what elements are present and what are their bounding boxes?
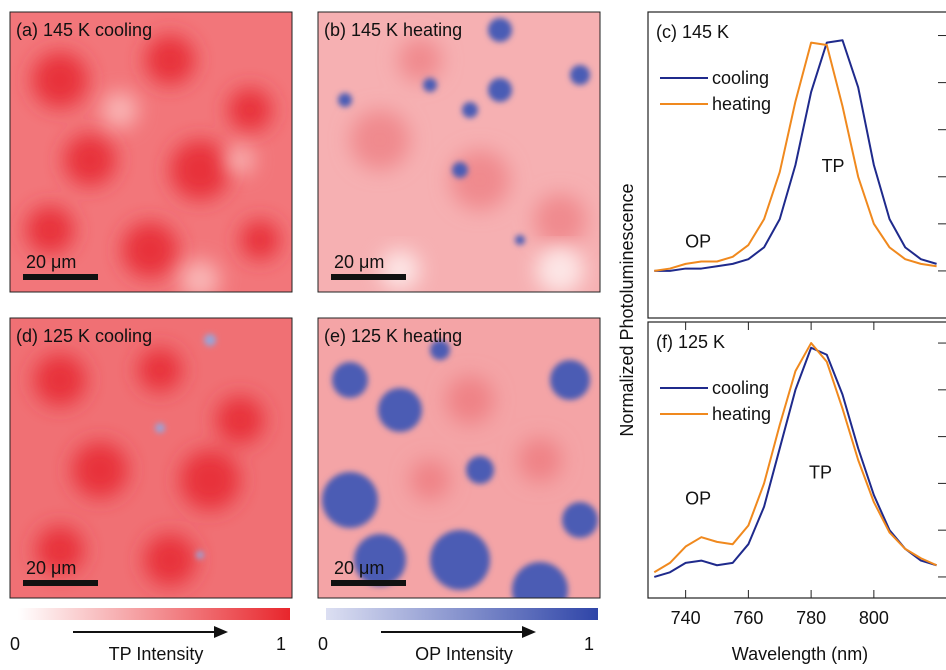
scale-bar-label: 20 μm	[334, 252, 384, 272]
scale-bar-label: 20 μm	[26, 558, 76, 578]
scale-bar-label: 20 μm	[26, 252, 76, 272]
legend-label: cooling	[712, 68, 769, 88]
legend-label: heating	[712, 404, 771, 424]
colorbar-max: 1	[584, 634, 594, 654]
colorbar-min: 0	[318, 634, 328, 654]
scale-bar-label: 20 μm	[334, 558, 384, 578]
legend-label: heating	[712, 94, 771, 114]
arrow-head	[522, 626, 536, 638]
scale-bar	[331, 274, 406, 280]
map-b	[318, 12, 600, 292]
map-frame	[9, 11, 293, 293]
map-frame	[317, 317, 601, 599]
line-series	[653, 346, 937, 578]
scale-bar	[23, 274, 98, 280]
scale-bar	[331, 580, 406, 586]
colorbar-max: 1	[276, 634, 286, 654]
map-d	[10, 318, 292, 598]
map-frame	[9, 317, 293, 599]
line-series	[654, 39, 937, 272]
panel-label: (d) 125 K cooling	[16, 326, 152, 346]
colorbar-label: TP Intensity	[109, 644, 204, 664]
annotation: TP	[822, 156, 845, 176]
panel-label: (a) 145 K cooling	[16, 20, 152, 40]
x-tick-label: 760	[733, 608, 763, 628]
line-series	[653, 342, 937, 574]
arrow-head	[214, 626, 228, 638]
colorbar-label: OP Intensity	[415, 644, 513, 664]
colorbar-min: 0	[10, 634, 20, 654]
x-axis-label: Wavelength (nm)	[732, 644, 868, 664]
chart-title: (c) 145 K	[656, 22, 729, 42]
map-e	[318, 318, 600, 598]
y-axis-label: Normalized Photoluminescence	[617, 183, 637, 436]
colorbar	[18, 608, 290, 620]
plot-frame	[647, 11, 946, 319]
plot-frame	[647, 321, 946, 599]
colorbar	[326, 608, 598, 620]
annotation: TP	[809, 463, 832, 483]
legend-label: cooling	[712, 378, 769, 398]
line-series	[654, 41, 937, 272]
annotation: OP	[685, 231, 711, 251]
x-tick-label: 780	[796, 608, 826, 628]
map-frame	[317, 11, 601, 293]
panel-label: (e) 125 K heating	[324, 326, 462, 346]
scale-bar	[23, 580, 98, 586]
x-tick-label: 740	[671, 608, 701, 628]
x-tick-label: 800	[859, 608, 889, 628]
chart-title: (f) 125 K	[656, 332, 725, 352]
map-a	[10, 12, 292, 292]
annotation: OP	[685, 488, 711, 508]
panel-label: (b) 145 K heating	[324, 20, 462, 40]
